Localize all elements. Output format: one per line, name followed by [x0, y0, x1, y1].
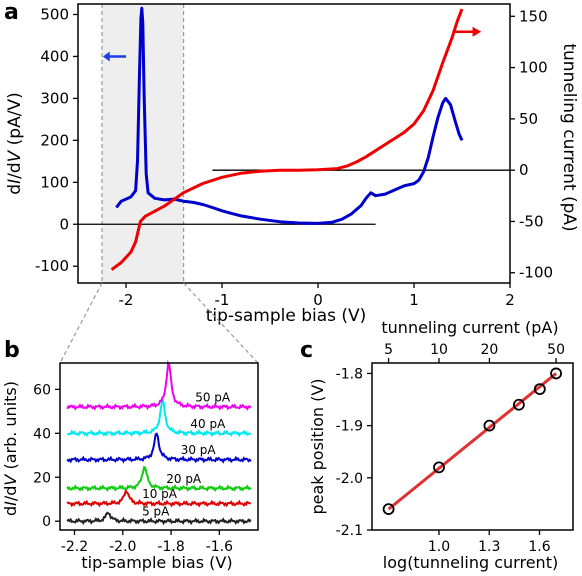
x-axis-label: tip-sample bias (V) [206, 306, 367, 326]
spectrum-curve [66, 359, 252, 411]
x-tick-label: -1 [215, 291, 230, 309]
fit-line [387, 372, 558, 511]
plot-frame-c [371, 362, 574, 531]
panel-label-a: a [4, 0, 19, 25]
data-point [512, 398, 525, 411]
y-tick-label: -1.9 [336, 419, 363, 435]
y-left-tick-label: 100 [40, 173, 69, 191]
spectrum-curve [66, 432, 252, 464]
x-axis-label: log(tunneling current) [383, 553, 558, 572]
chart-panel-c: 1.0 1.3 1.6 5 10 20 50 -2.1 -2.0 -1.9 -1.8 log(tunn… [308, 318, 574, 572]
x-tick-label: 2 [505, 291, 515, 309]
y-left-tick-label: -100 [35, 257, 69, 275]
spectrum-curve [66, 488, 251, 508]
y-left-axis-label: dI/dV (pA/V) [5, 92, 25, 194]
y-right-tick-label: -100 [519, 264, 553, 282]
y-tick-label: 20 [33, 470, 51, 486]
y-tick-label: 40 [33, 426, 51, 442]
y-right-tick-label: -50 [519, 212, 544, 230]
zoom-connector-right [183, 282, 259, 364]
y-left-tick-label: 500 [40, 5, 69, 23]
x-tick-label: 1 [409, 291, 419, 309]
x-top-tick-label: 5 [384, 342, 393, 358]
right-axis-arrow-head [472, 26, 482, 37]
x-tick-label: -1.6 [206, 539, 233, 555]
y-right-axis-label: tunneling current (pA) [559, 43, 579, 231]
y-left-tick-label: 0 [59, 215, 69, 233]
y-right-tick-label: 50 [519, 110, 538, 128]
plot-frame-b [59, 362, 259, 531]
y-tick-label: -1.8 [336, 366, 363, 382]
spectrum-curve [66, 466, 252, 493]
y-right-tick-label: 150 [519, 7, 548, 25]
curve-label: 20 pA [166, 472, 202, 486]
spectrum-curve [66, 511, 252, 526]
data-point [533, 383, 546, 395]
left-axis-arrow-head [102, 51, 110, 62]
data-point [483, 419, 496, 432]
spectrum-curve [66, 396, 252, 438]
x-tick-label: -1.8 [157, 539, 184, 555]
panel-label-c: c [300, 338, 313, 363]
x-tick-label: -2.2 [61, 539, 88, 555]
y-left-tick-label: 400 [40, 47, 69, 65]
y-axis-label: dI/dV (arb. units) [1, 381, 20, 516]
zoom-connector-left [59, 282, 103, 364]
y-left-tick-label: 300 [40, 89, 69, 107]
plot-frame-a [77, 3, 511, 284]
x-tick-label: 1.0 [428, 539, 450, 555]
data-point [433, 461, 445, 474]
didv-curve [115, 6, 464, 225]
curve-label: 5 pA [142, 505, 170, 519]
x-axis-label: tip-sample bias (V) [81, 553, 232, 572]
curve-label: 50 pA [195, 390, 231, 404]
y-axis-label: peak position (V) [308, 378, 327, 514]
x-tick-label: 1.3 [478, 539, 500, 555]
y-tick-label: 60 [33, 382, 51, 398]
data-point [550, 367, 562, 380]
y-tick-label: -2.0 [336, 471, 363, 487]
x-top-tick-label: 20 [481, 342, 499, 358]
x-tick-label: -2 [119, 291, 134, 309]
panel-label-b: b [4, 338, 20, 363]
x-top-axis-label: tunneling current (pA) [381, 318, 558, 337]
x-tick-label: 0 [313, 291, 323, 309]
y-right-tick-label: 0 [519, 161, 529, 179]
curve-label: 10 pA [142, 487, 178, 501]
current-curve [110, 8, 464, 271]
y-tick-label: 0 [42, 514, 51, 530]
x-top-tick-label: 10 [430, 342, 448, 358]
x-tick-label: -2.0 [109, 539, 136, 555]
y-right-tick-label: 100 [519, 59, 548, 77]
x-top-tick-label: 50 [547, 342, 565, 358]
chart-panel-a: -2 -1 0 1 2-1000100200300400500-100-50050100… [5, 3, 579, 364]
data-point [382, 503, 395, 516]
y-left-tick-label: 200 [40, 131, 69, 149]
curve-label: 30 pA [181, 443, 217, 457]
y-tick-label: -2.1 [336, 523, 363, 539]
curve-label: 40 pA [190, 417, 226, 431]
x-tick-label: 1.6 [528, 539, 550, 555]
